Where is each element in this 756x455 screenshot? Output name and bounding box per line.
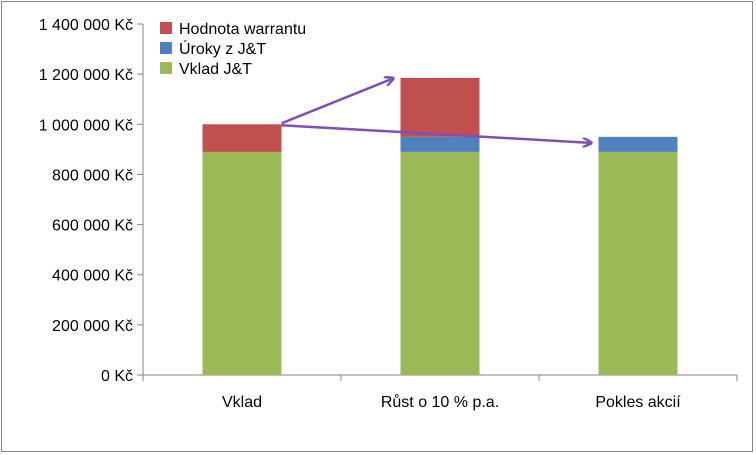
bars (202, 77, 678, 375)
bar-segment (400, 136, 480, 152)
bar-segment (598, 136, 678, 152)
arrow-annotation (281, 124, 591, 143)
legend-swatch (160, 22, 172, 34)
y-tick-label: 1 400 000 Kč (39, 17, 133, 34)
y-tick-label: 1 000 000 Kč (39, 117, 133, 134)
bar-segment (202, 124, 282, 152)
y-tick-label: 800 000 Kč (52, 167, 133, 184)
bar-segment (598, 151, 678, 375)
legend-label: Vklad J&T (179, 61, 252, 78)
y-tick-label: 1 200 000 Kč (39, 67, 133, 84)
x-axis: Vklad Růst o 10 % p.a. Pokles akcií (142, 374, 738, 411)
x-tick-label: Růst o 10 % p.a. (381, 393, 499, 411)
legend-label: Hodnota warrantu (179, 21, 306, 38)
arrow-annotation (281, 79, 393, 125)
y-tick-label: 200 000 Kč (52, 318, 133, 335)
y-tick-label: 400 000 Kč (52, 268, 133, 285)
x-tick-label: Vklad (222, 394, 262, 411)
bar-segment (202, 151, 282, 375)
y-tick-label: 0 Kč (101, 368, 133, 385)
legend-label: Úroky z J&T (179, 39, 266, 58)
legend-swatch (160, 42, 172, 54)
bar-segment (400, 151, 480, 375)
legend-swatch (160, 62, 172, 74)
bar-segment (400, 77, 480, 137)
arrows (281, 79, 591, 143)
y-axis: 0 Kč 200 000 Kč 400 000 Kč 600 000 Kč 800 00… (39, 17, 144, 385)
x-tick-label: Pokles akcií (595, 394, 681, 411)
y-tick-label: 600 000 Kč (52, 218, 133, 235)
